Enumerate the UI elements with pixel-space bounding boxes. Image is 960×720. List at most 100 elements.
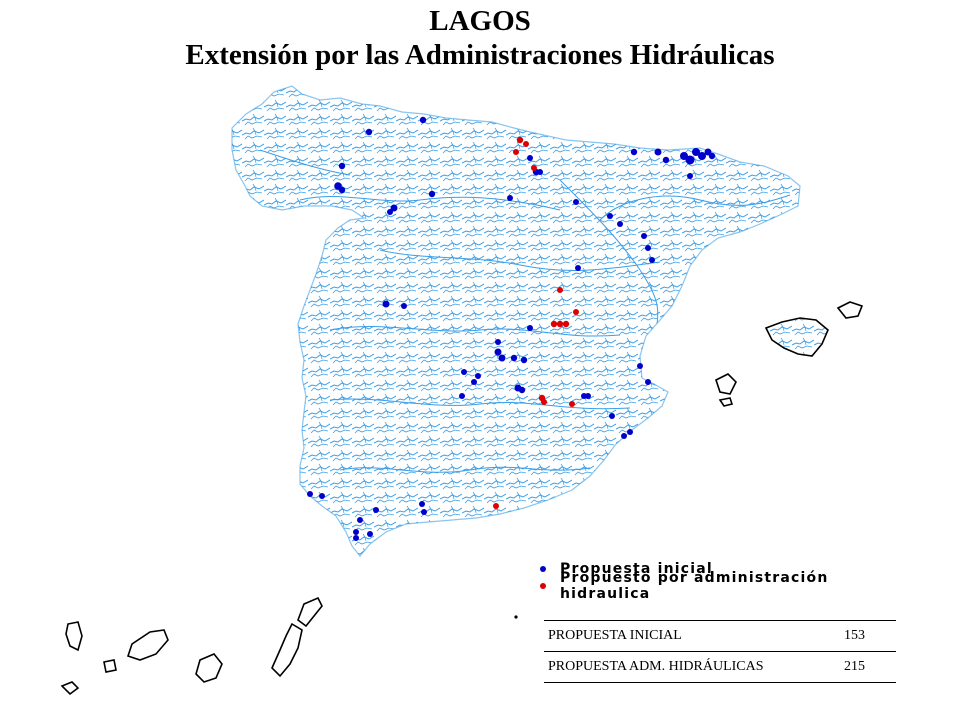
row-value: 153 [840, 620, 896, 652]
lake-marker-admin [523, 141, 529, 147]
lake-marker-initial [495, 339, 501, 345]
lake-marker-initial [527, 325, 533, 331]
lake-marker-initial [421, 509, 427, 515]
ibiza-island [715, 373, 737, 395]
row-label: PROPUESTA INICIAL [544, 620, 840, 652]
map-title: LAGOS [429, 5, 531, 37]
lake-marker-initial [607, 213, 613, 219]
lake-marker-admin [516, 136, 524, 144]
lake-marker-initial [637, 363, 643, 369]
lake-marker-initial [654, 148, 662, 156]
canary-islands [60, 596, 518, 696]
legend-swatch-admin [540, 582, 546, 589]
tenerife-island [126, 629, 169, 661]
lake-marker-admin [541, 399, 547, 405]
lake-marker-admin [556, 320, 564, 328]
lake-marker-initial [353, 535, 359, 541]
lake-marker-initial [573, 199, 579, 205]
el-hierro-island [60, 681, 80, 696]
lake-marker-initial [708, 152, 716, 160]
summary-table: PROPUESTA INICIAL 153 PROPUESTA ADM. HID… [544, 620, 896, 683]
lake-marker-initial [428, 190, 436, 198]
peninsula [231, 85, 801, 557]
lake-marker-initial [609, 413, 615, 419]
legend-label-initial: Propuesta inicial [560, 560, 713, 577]
lake-marker-initial [338, 186, 346, 194]
lake-marker-initial [662, 156, 670, 164]
lake-marker-initial [527, 155, 533, 161]
lake-marker-initial [401, 303, 407, 309]
lake-marker-initial [585, 393, 591, 399]
lake-marker-initial [459, 393, 465, 399]
lake-marker-initial [507, 195, 513, 201]
lake-marker-initial [390, 204, 398, 212]
lake-marker-initial [630, 148, 638, 156]
row-value: 215 [840, 651, 896, 683]
lake-marker-admin [513, 149, 519, 155]
legend-item-initial: Propuesta inicial [540, 560, 910, 577]
lanzarote-island [297, 596, 323, 628]
lake-marker-initial [382, 300, 390, 308]
lake-marker-initial [645, 379, 651, 385]
lake-marker-initial [319, 493, 325, 499]
lake-marker-admin [562, 320, 570, 328]
lake-marker-initial [338, 162, 346, 170]
formentera-island [718, 397, 734, 407]
la-palma-island [65, 621, 83, 652]
balearic-islands [715, 301, 864, 407]
lake-marker-initial [685, 155, 695, 165]
lake-marker-initial [687, 173, 693, 179]
lake-marker-initial [621, 433, 627, 439]
menorca-island [836, 301, 864, 319]
lake-marker-initial [627, 429, 633, 435]
legend-label-admin: Propuesto por administración hidraulica [560, 569, 829, 602]
lake-marker-admin [573, 309, 579, 315]
lake-marker-initial [419, 501, 425, 507]
legend-swatch-initial [540, 565, 546, 572]
mallorca-island [764, 317, 829, 357]
island-dot [514, 615, 518, 619]
row-label: PROPUESTA ADM. HIDRÁULICAS [544, 651, 840, 683]
lake-marker-admin [550, 320, 558, 328]
map-title-block: LAGOS Extensión por las Administraciones… [0, 4, 960, 72]
admin-proposal-markers [493, 136, 579, 509]
lake-marker-initial [353, 529, 359, 535]
lake-marker-initial [641, 233, 647, 239]
lake-marker-initial [367, 531, 373, 537]
legend-item-admin: Propuesto por administración hidraulica [540, 570, 910, 602]
lake-marker-initial [373, 507, 379, 513]
gran-canaria-island [195, 653, 223, 683]
lake-marker-admin [557, 287, 563, 293]
lake-marker-admin [493, 503, 499, 509]
lake-marker-initial [520, 356, 528, 364]
table-row: PROPUESTA ADM. HIDRÁULICAS 215 [544, 651, 896, 683]
lake-marker-initial [387, 209, 393, 215]
lake-marker-initial [419, 116, 427, 124]
la-gomera-island [103, 659, 117, 673]
lake-marker-initial [475, 373, 481, 379]
lake-marker-initial [698, 152, 706, 160]
lake-marker-initial [518, 386, 526, 394]
lake-marker-initial [357, 517, 363, 523]
table-row: PROPUESTA INICIAL 153 [544, 620, 896, 652]
lake-marker-initial [645, 245, 651, 251]
lake-marker-initial [494, 348, 502, 356]
lake-marker-initial [365, 128, 373, 136]
map-legend: Propuesta inicial Propuesto por administ… [540, 560, 910, 602]
fuerteventura-island [271, 622, 303, 678]
map-subtitle: Extensión por las Administraciones Hidrá… [185, 39, 775, 71]
lake-marker-initial [498, 354, 506, 362]
lake-marker-admin [531, 165, 537, 171]
lake-marker-initial [471, 379, 477, 385]
lake-marker-initial [575, 265, 581, 271]
lake-marker-initial [537, 169, 543, 175]
lake-marker-initial [649, 257, 655, 263]
initial-proposal-markers [307, 116, 716, 541]
lake-marker-initial [307, 491, 313, 497]
lake-marker-initial [617, 221, 623, 227]
lake-marker-admin [569, 401, 575, 407]
lake-marker-initial [461, 369, 467, 375]
river-network [259, 149, 791, 473]
lake-marker-initial [510, 354, 518, 362]
